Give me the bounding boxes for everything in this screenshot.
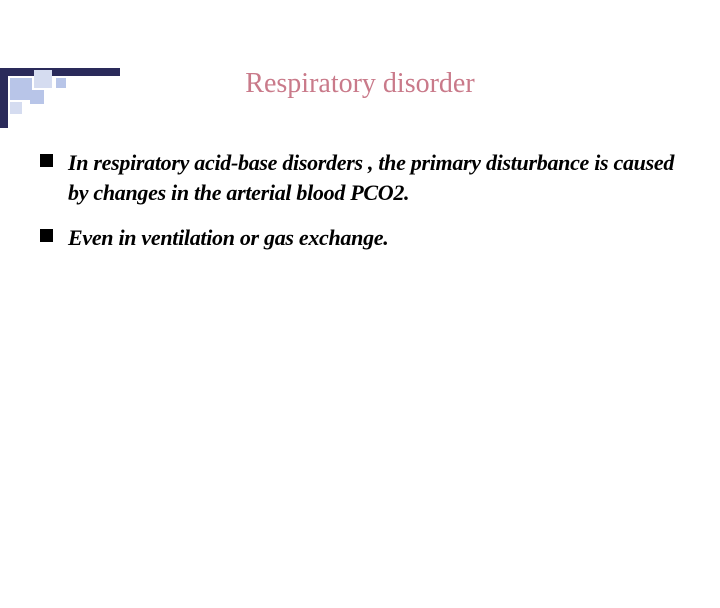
bullet-text: In respiratory acid-base disorders , the… [68,150,674,205]
bullet-item: Even in ventilation or gas exchange. [40,223,680,253]
bullet-list: In respiratory acid-base disorders , the… [0,148,720,253]
bullet-text: Even in ventilation or gas exchange. [68,225,388,250]
deco-bar-left [0,68,8,128]
deco-square [10,78,32,100]
deco-square [56,78,66,88]
square-bullet-icon [40,229,53,242]
square-bullet-icon [40,154,53,167]
corner-decoration [0,68,120,128]
deco-square [34,70,52,88]
deco-square [10,102,22,114]
deco-square [30,90,44,104]
deco-bar-top [0,68,120,76]
bullet-item: In respiratory acid-base disorders , the… [40,148,680,207]
